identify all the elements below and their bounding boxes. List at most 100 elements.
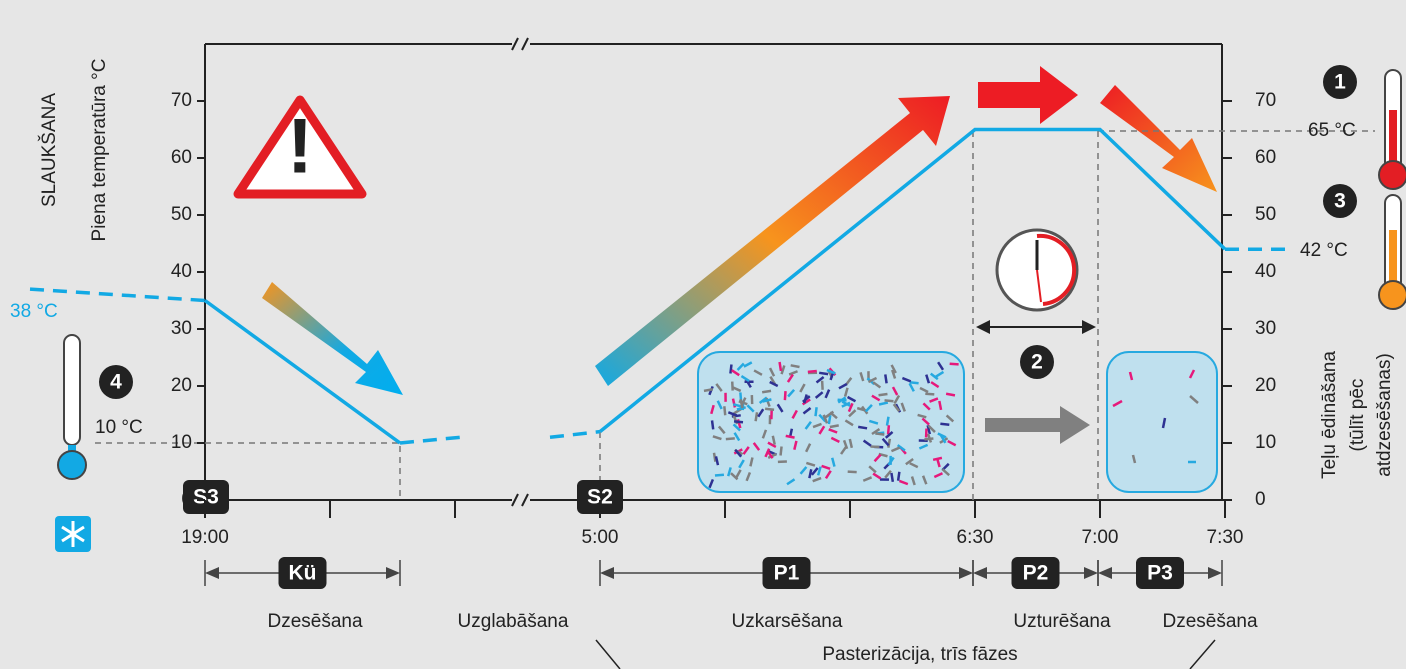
y2-tick-label: 50	[1255, 204, 1276, 225]
bacterium	[945, 392, 956, 397]
badge: S3	[183, 480, 229, 514]
temp-label: 65 °C	[1308, 120, 1356, 141]
hold-arrow	[978, 66, 1078, 124]
bacterium	[735, 469, 742, 479]
bacterium	[743, 361, 753, 368]
bacterium	[740, 397, 747, 407]
bacterium	[821, 464, 831, 471]
bacterium	[765, 407, 775, 411]
bacterium	[731, 398, 737, 408]
bacterium	[723, 406, 727, 416]
bacterium	[941, 468, 951, 477]
svg-text:S3: S3	[193, 486, 219, 509]
y2-tick-label: 60	[1255, 147, 1276, 168]
bacterium	[935, 370, 945, 378]
bacterium	[917, 413, 927, 419]
bacterium	[768, 367, 776, 377]
bacterium	[932, 456, 943, 462]
bacterium	[732, 423, 741, 432]
phase-label: Dzesēšana	[1162, 611, 1257, 632]
bacterium	[824, 389, 831, 399]
temperature-line	[549, 429, 601, 440]
bacterium	[884, 399, 894, 403]
bacterium	[838, 382, 848, 390]
bacterium	[940, 422, 950, 426]
bacterium	[905, 457, 914, 466]
bacterium	[857, 425, 868, 430]
bacterium	[710, 420, 715, 430]
bacterium	[780, 365, 786, 375]
bacterium	[881, 437, 890, 447]
bacterium	[753, 369, 763, 376]
y2-tick-label: 10	[1255, 432, 1276, 453]
bacterium	[864, 404, 873, 413]
bacterium	[862, 439, 872, 447]
svg-text:S2: S2	[587, 486, 613, 509]
y-tick-label: 50	[171, 204, 192, 225]
y2-tick-label: 70	[1255, 90, 1276, 111]
bacterium	[891, 386, 899, 396]
bacterium	[872, 472, 882, 480]
bacterium	[847, 470, 857, 474]
bacteria-box-after	[1106, 351, 1218, 493]
bacterium	[885, 416, 890, 426]
bacterium	[925, 374, 931, 384]
phase-arrowheads	[1098, 567, 1222, 579]
temperature-line	[399, 435, 461, 445]
y-tick-label: 30	[171, 318, 192, 339]
bacterium	[1189, 395, 1199, 404]
bacterium	[785, 434, 795, 439]
y2-tick-label: 0	[1255, 489, 1266, 510]
bacteria-box	[697, 351, 965, 493]
bacterium	[729, 364, 733, 374]
bacterium	[947, 439, 957, 447]
bacterium	[767, 441, 777, 449]
bacterium	[754, 412, 759, 422]
axis-title: Piena temperatūra °C	[89, 59, 110, 242]
bacterium	[812, 422, 822, 429]
bacterium	[804, 443, 812, 453]
bacterium	[945, 414, 955, 423]
bacterium	[884, 469, 892, 479]
bacterium	[890, 472, 895, 483]
bacterium	[733, 432, 741, 442]
bacterium	[818, 413, 827, 423]
bacterium	[710, 404, 715, 415]
bacterium	[736, 406, 746, 411]
thermometer-cold	[57, 334, 87, 480]
right-label: Teļu ēdināšana	[1319, 351, 1340, 479]
bacterium	[921, 475, 928, 485]
bacterium	[733, 420, 744, 424]
bacterium	[886, 425, 891, 435]
reduce-arrow	[985, 406, 1090, 444]
snowflake	[55, 516, 91, 552]
bacterium	[918, 443, 929, 450]
bacterium	[846, 395, 857, 403]
bacterium	[843, 387, 849, 397]
phase-label: Uzglabāšana	[458, 611, 569, 632]
bacterium	[712, 452, 717, 462]
bacterium	[802, 407, 812, 415]
bacterium	[783, 391, 787, 401]
bacterium	[878, 392, 888, 397]
phase-badge-label: P1	[774, 562, 800, 585]
bacterium	[816, 466, 822, 476]
curve	[29, 127, 1290, 445]
bacterium	[786, 478, 796, 486]
clock	[995, 228, 1079, 312]
bacterium	[891, 369, 897, 379]
bacterium	[829, 424, 839, 429]
bacterium	[908, 382, 915, 392]
bacterium	[900, 402, 906, 412]
badge: 4	[99, 365, 133, 399]
bacterium	[848, 409, 857, 418]
bacterium	[840, 445, 848, 455]
bacterium	[814, 391, 824, 399]
bacterium	[921, 417, 930, 426]
y-tick-label: 20	[171, 375, 192, 396]
bacterium	[871, 428, 881, 436]
y-tick-label: 40	[171, 261, 192, 282]
bacterium	[875, 432, 885, 436]
bacterium	[871, 394, 881, 402]
phase-badge	[1011, 557, 1060, 589]
